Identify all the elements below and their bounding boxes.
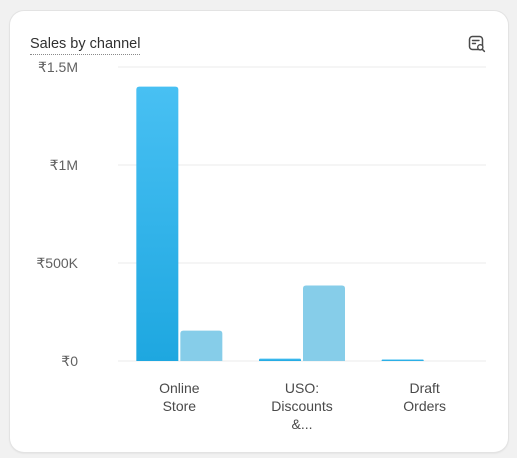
- x-category-label: Draft Orders: [403, 380, 446, 414]
- sales-by-channel-card: Sales by channel: [10, 11, 508, 452]
- card-title[interactable]: Sales by channel: [30, 35, 141, 55]
- chart-search-icon[interactable]: [466, 33, 488, 55]
- bar-comparison-0[interactable]: [180, 330, 223, 361]
- y-tick-label: ₹1.5M: [38, 59, 78, 75]
- y-tick-label: ₹0: [61, 353, 78, 369]
- bar-comparison-1[interactable]: [303, 285, 345, 361]
- bar-current-2[interactable]: [381, 359, 424, 362]
- bar-current-0[interactable]: [136, 86, 179, 361]
- x-axis-labels: Online Store USO: Discounts &... Draft Orders: [159, 380, 446, 432]
- y-axis-ticks: ₹0 ₹500K ₹1M ₹1.5M: [36, 59, 78, 369]
- x-category-label: USO: Discounts &...: [271, 380, 332, 432]
- x-category-label: Online Store: [159, 380, 200, 414]
- chart-search-icon-glyph: [468, 35, 486, 53]
- grid-layer: [118, 66, 486, 362]
- bars: [136, 86, 424, 362]
- bar-current-1[interactable]: [259, 358, 301, 361]
- y-tick-label: ₹500K: [36, 255, 78, 271]
- y-tick-label: ₹1M: [50, 157, 78, 173]
